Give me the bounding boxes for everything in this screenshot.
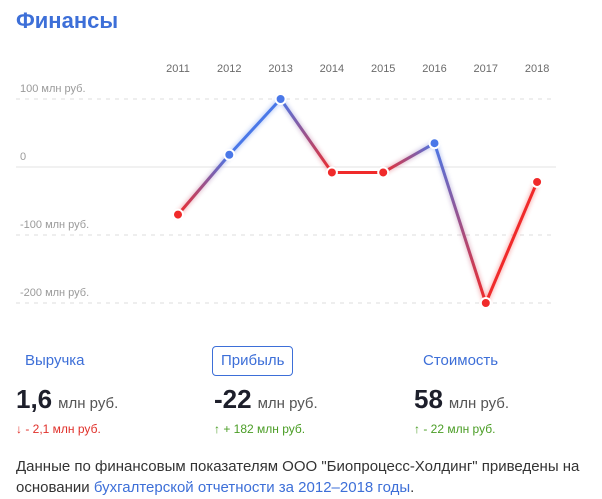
- data-point: [172, 208, 184, 221]
- metric-profit-unit: млн руб.: [257, 395, 318, 412]
- x-tick-label: 2015: [371, 63, 395, 75]
- metric-profit: -22 млн руб.: [214, 384, 318, 415]
- data-point: [428, 137, 441, 150]
- finance-line-chart: 100 млн руб. 0 -100 млн руб. -200 млн руб. 2…: [16, 63, 556, 309]
- series-line-segment: [279, 97, 334, 174]
- tab-value[interactable]: Стоимость: [423, 352, 499, 369]
- tab-revenue[interactable]: Выручка: [25, 352, 85, 369]
- x-tick-label: 2012: [217, 63, 241, 75]
- y-tick-label: 0: [20, 151, 26, 163]
- y-tick-label: 100 млн руб.: [20, 83, 86, 95]
- data-point: [479, 297, 492, 309]
- metric-value-value: 58: [414, 384, 443, 414]
- tab-profit[interactable]: Прибыль: [212, 346, 294, 376]
- data-point: [325, 166, 338, 179]
- x-tick-label: 2013: [268, 63, 292, 75]
- x-tick-label: 2016: [422, 63, 446, 75]
- x-tick-label: 2014: [320, 63, 344, 75]
- source-note: Данные по финансовым показателям ООО "Би…: [16, 456, 586, 498]
- metric-tabs: Выручка Прибыль Стоимость: [0, 346, 602, 378]
- section-title: Финансы: [16, 8, 119, 33]
- series-line-segment: [176, 153, 231, 217]
- x-tick-label: 2011: [166, 63, 190, 75]
- data-point: [223, 148, 236, 161]
- data-point: [531, 175, 544, 188]
- metric-revenue-delta: ↓ - 2,1 млн руб.: [16, 422, 101, 436]
- y-tick-label: -100 млн руб.: [20, 219, 89, 231]
- series-line-segment: [227, 97, 283, 157]
- source-note-suffix: .: [410, 479, 415, 496]
- metric-profit-delta: ↑ + 182 млн руб.: [214, 422, 306, 436]
- metric-revenue-unit: млн руб.: [58, 395, 119, 412]
- series-line-segment: [484, 180, 539, 305]
- metric-profit-value: -22: [214, 384, 252, 414]
- metric-value-delta: ↑ - 22 млн руб.: [414, 422, 496, 436]
- series-line-segment: [433, 141, 488, 305]
- y-tick-label: -200 млн руб.: [20, 287, 89, 299]
- source-note-text: Данные по финансовым показателям ООО "Би…: [16, 458, 580, 496]
- series-line-segment: [381, 141, 436, 174]
- data-point: [274, 93, 287, 105]
- metric-value-unit: млн руб.: [448, 395, 510, 412]
- data-point: [377, 166, 390, 179]
- metric-revenue-value: 1,6: [16, 384, 53, 414]
- metric-value: 58 млн руб.: [414, 384, 509, 415]
- metric-revenue: 1,6 млн руб.: [16, 384, 118, 415]
- x-tick-label: 2017: [474, 63, 498, 75]
- source-note-link[interactable]: бухгалтерской отчетности за 2012–2018 го…: [93, 479, 411, 496]
- x-tick-label: 2018: [525, 63, 549, 75]
